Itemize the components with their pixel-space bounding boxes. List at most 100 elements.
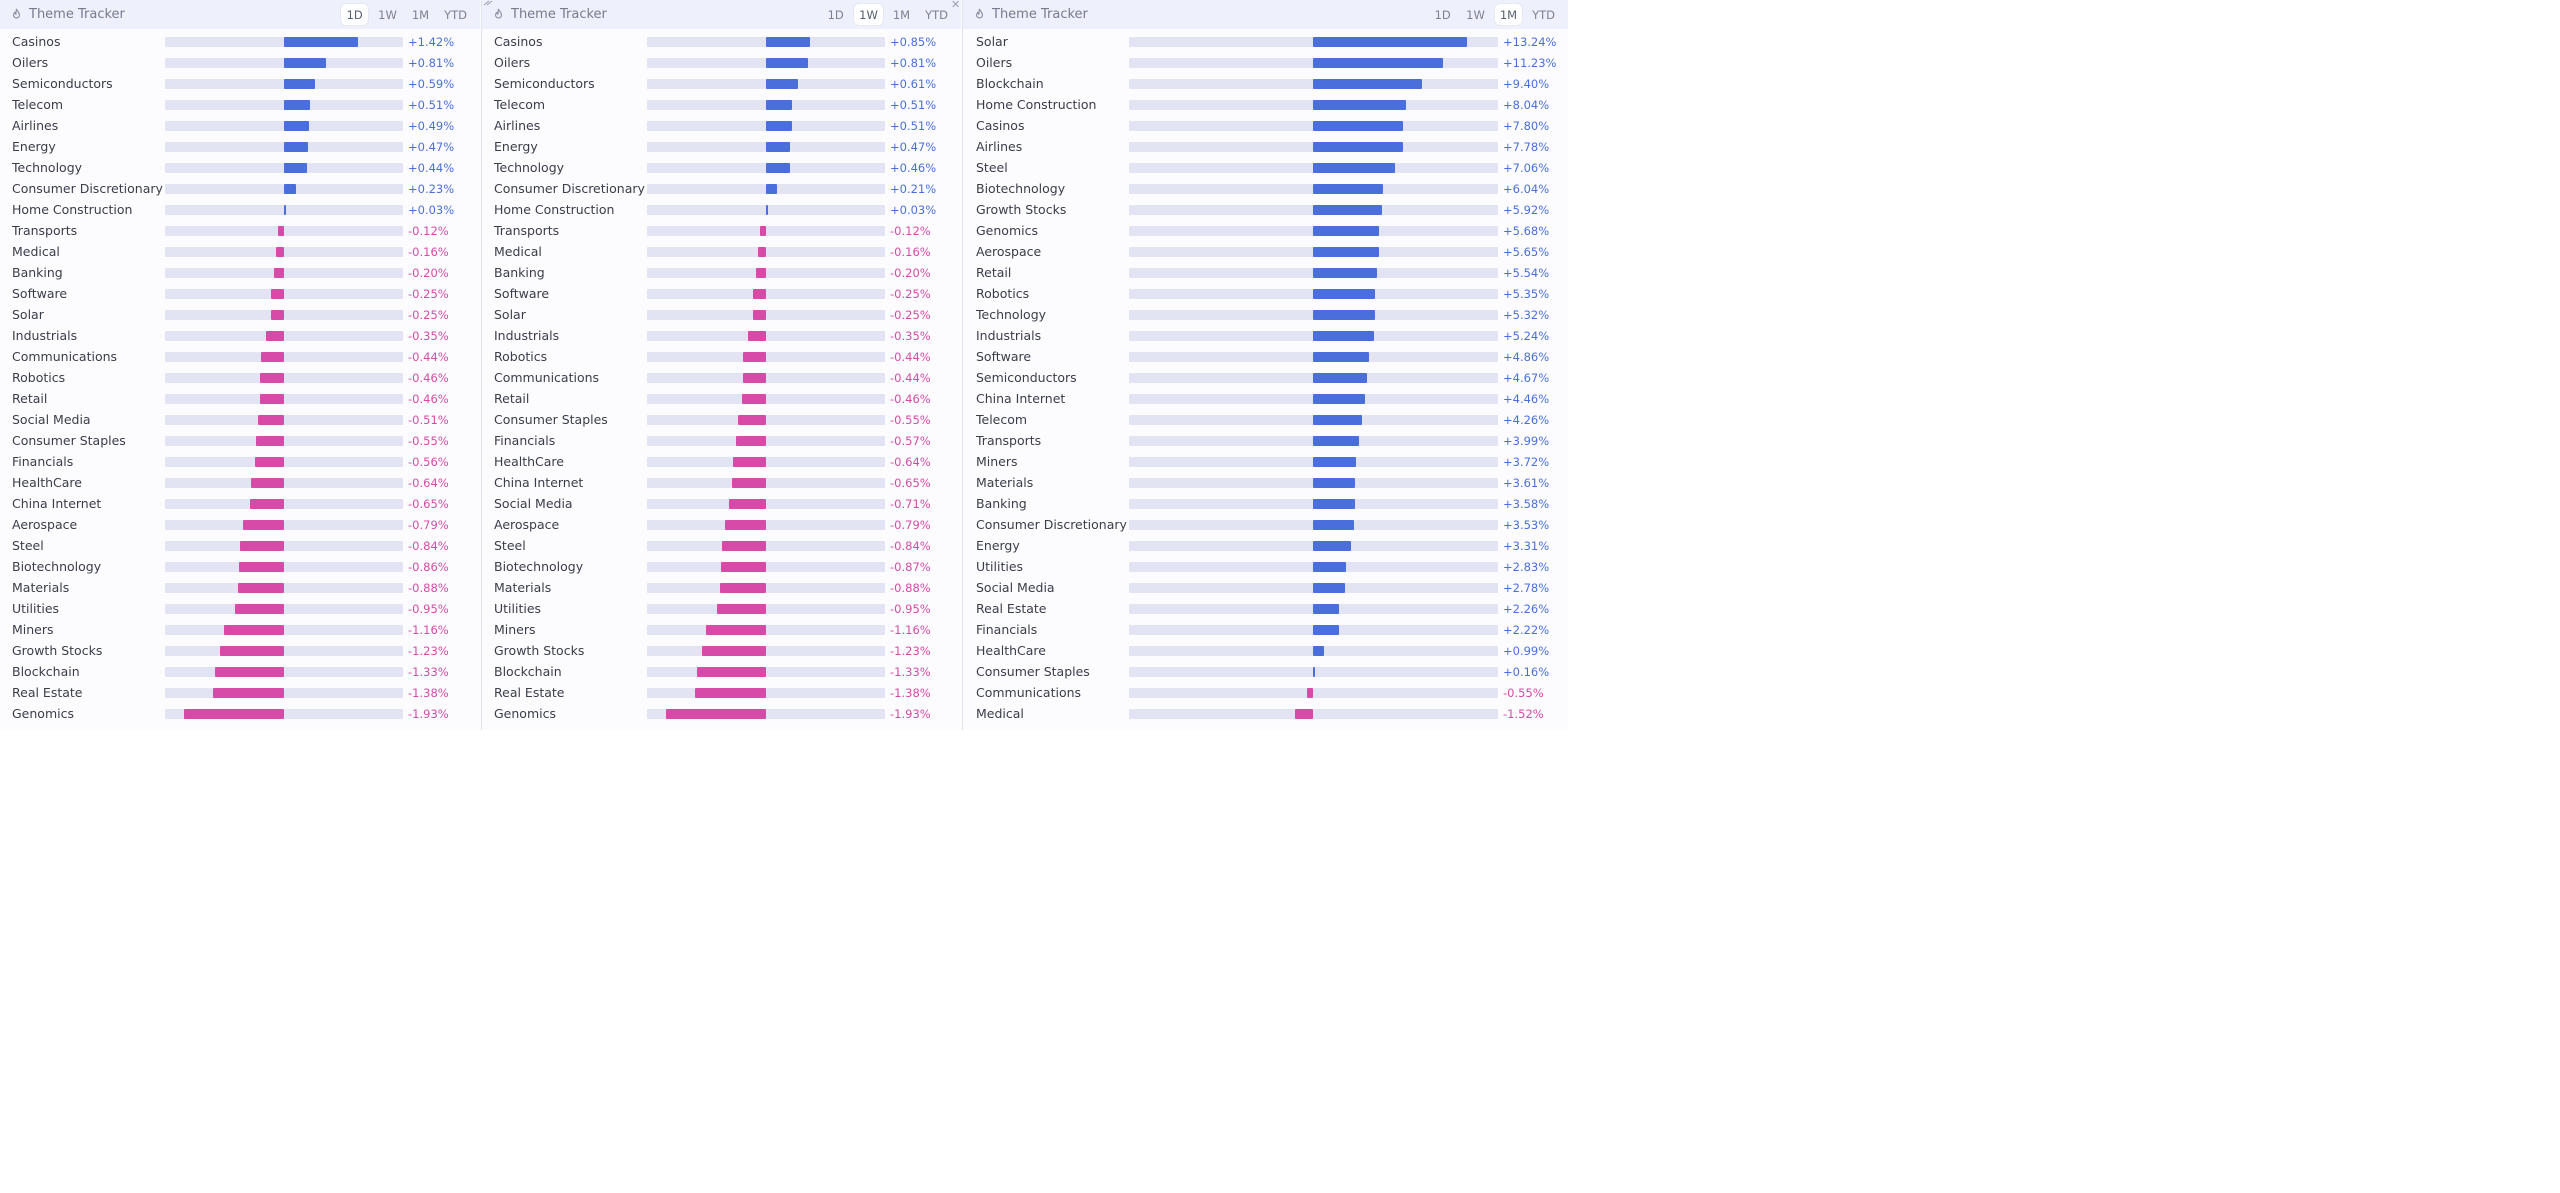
theme-row[interactable]: Aerospace -0.79% <box>0 515 480 536</box>
theme-row[interactable]: Retail -0.46% <box>482 389 961 410</box>
resize-grip-icon[interactable] <box>483 0 495 6</box>
theme-row[interactable]: Robotics -0.46% <box>0 368 480 389</box>
theme-row[interactable]: HealthCare -0.64% <box>0 473 480 494</box>
theme-row[interactable]: HealthCare -0.64% <box>482 452 961 473</box>
theme-row[interactable]: Real Estate -1.38% <box>482 683 961 704</box>
theme-row[interactable]: Technology +0.46% <box>482 158 961 179</box>
theme-row[interactable]: Software +4.86% <box>963 347 1568 368</box>
theme-row[interactable]: Solar -0.25% <box>482 305 961 326</box>
theme-row[interactable]: Solar +13.24% <box>963 32 1568 53</box>
theme-row[interactable]: Software -0.25% <box>482 284 961 305</box>
theme-row[interactable]: Aerospace -0.79% <box>482 515 961 536</box>
theme-row[interactable]: Communications -0.44% <box>0 347 480 368</box>
theme-row[interactable]: Energy +0.47% <box>482 137 961 158</box>
theme-row[interactable]: Miners -1.16% <box>482 620 961 641</box>
theme-row[interactable]: China Internet -0.65% <box>482 473 961 494</box>
theme-row[interactable]: Telecom +0.51% <box>482 95 961 116</box>
theme-row[interactable]: Utilities -0.95% <box>482 599 961 620</box>
theme-row[interactable]: Consumer Discretionary +0.21% <box>482 179 961 200</box>
tab-1d[interactable]: 1D <box>341 4 369 25</box>
theme-row[interactable]: Medical -0.16% <box>482 242 961 263</box>
theme-row[interactable]: HealthCare +0.99% <box>963 641 1568 662</box>
theme-row[interactable]: Blockchain +9.40% <box>963 74 1568 95</box>
tab-ytd[interactable]: YTD <box>444 7 467 22</box>
theme-row[interactable]: Materials +3.61% <box>963 473 1568 494</box>
theme-row[interactable]: Oilers +0.81% <box>482 53 961 74</box>
theme-row[interactable]: Technology +0.44% <box>0 158 480 179</box>
theme-row[interactable]: Growth Stocks -1.23% <box>482 641 961 662</box>
theme-row[interactable]: Blockchain -1.33% <box>482 662 961 683</box>
theme-row[interactable]: Materials -0.88% <box>482 578 961 599</box>
theme-row[interactable]: Genomics -1.93% <box>482 704 961 725</box>
theme-row[interactable]: Retail +5.54% <box>963 263 1568 284</box>
theme-row[interactable]: Industrials -0.35% <box>0 326 480 347</box>
tab-ytd[interactable]: YTD <box>1532 7 1555 22</box>
theme-row[interactable]: Financials -0.57% <box>482 431 961 452</box>
theme-row[interactable]: Biotechnology -0.87% <box>482 557 961 578</box>
theme-row[interactable]: China Internet +4.46% <box>963 389 1568 410</box>
theme-row[interactable]: Growth Stocks +5.92% <box>963 200 1568 221</box>
theme-row[interactable]: Genomics -1.93% <box>0 704 480 725</box>
theme-row[interactable]: Biotechnology +6.04% <box>963 179 1568 200</box>
theme-row[interactable]: Banking +3.58% <box>963 494 1568 515</box>
theme-row[interactable]: Robotics +5.35% <box>963 284 1568 305</box>
theme-row[interactable]: Utilities +2.83% <box>963 557 1568 578</box>
theme-row[interactable]: Home Construction +8.04% <box>963 95 1568 116</box>
tab-1w[interactable]: 1W <box>1466 7 1485 22</box>
tab-1m[interactable]: 1M <box>892 7 911 22</box>
theme-row[interactable]: Communications -0.55% <box>963 683 1568 704</box>
theme-row[interactable]: Home Construction +0.03% <box>482 200 961 221</box>
theme-row[interactable]: Solar -0.25% <box>0 305 480 326</box>
theme-row[interactable]: Real Estate -1.38% <box>0 683 480 704</box>
tab-1d[interactable]: 1D <box>827 7 844 22</box>
theme-row[interactable]: Robotics -0.44% <box>482 347 961 368</box>
theme-row[interactable]: Oilers +0.81% <box>0 53 480 74</box>
theme-row[interactable]: Social Media -0.51% <box>0 410 480 431</box>
tab-1m[interactable]: 1M <box>1494 4 1523 25</box>
theme-row[interactable]: Communications -0.44% <box>482 368 961 389</box>
theme-row[interactable]: Social Media +2.78% <box>963 578 1568 599</box>
theme-row[interactable]: Energy +3.31% <box>963 536 1568 557</box>
tab-1w[interactable]: 1W <box>378 7 397 22</box>
theme-row[interactable]: Miners -1.16% <box>0 620 480 641</box>
theme-row[interactable]: Consumer Staples -0.55% <box>482 410 961 431</box>
theme-row[interactable]: Semiconductors +0.59% <box>0 74 480 95</box>
theme-row[interactable]: Consumer Staples -0.55% <box>0 431 480 452</box>
theme-row[interactable]: Semiconductors +0.61% <box>482 74 961 95</box>
theme-row[interactable]: Consumer Discretionary +0.23% <box>0 179 480 200</box>
theme-row[interactable]: Miners +3.72% <box>963 452 1568 473</box>
tab-ytd[interactable]: YTD <box>925 7 948 22</box>
theme-row[interactable]: Steel -0.84% <box>482 536 961 557</box>
theme-row[interactable]: Casinos +7.80% <box>963 116 1568 137</box>
theme-row[interactable]: Casinos +1.42% <box>0 32 480 53</box>
theme-row[interactable]: Medical -0.16% <box>0 242 480 263</box>
theme-row[interactable]: Financials -0.56% <box>0 452 480 473</box>
theme-row[interactable]: Banking -0.20% <box>482 263 961 284</box>
theme-row[interactable]: Airlines +0.51% <box>482 116 961 137</box>
theme-row[interactable]: Casinos +0.85% <box>482 32 961 53</box>
tab-1w[interactable]: 1W <box>854 4 883 25</box>
theme-row[interactable]: Oilers +11.23% <box>963 53 1568 74</box>
theme-row[interactable]: Airlines +0.49% <box>0 116 480 137</box>
theme-row[interactable]: Industrials +5.24% <box>963 326 1568 347</box>
theme-row[interactable]: Financials +2.22% <box>963 620 1568 641</box>
theme-row[interactable]: Technology +5.32% <box>963 305 1568 326</box>
theme-row[interactable]: Telecom +4.26% <box>963 410 1568 431</box>
theme-row[interactable]: Telecom +0.51% <box>0 95 480 116</box>
theme-row[interactable]: Genomics +5.68% <box>963 221 1568 242</box>
theme-row[interactable]: Real Estate +2.26% <box>963 599 1568 620</box>
close-icon[interactable]: ✕ <box>951 0 961 11</box>
theme-row[interactable]: Growth Stocks -1.23% <box>0 641 480 662</box>
theme-row[interactable]: Airlines +7.78% <box>963 137 1568 158</box>
theme-row[interactable]: Energy +0.47% <box>0 137 480 158</box>
theme-row[interactable]: Home Construction +0.03% <box>0 200 480 221</box>
theme-row[interactable]: Transports -0.12% <box>482 221 961 242</box>
theme-row[interactable]: Medical -1.52% <box>963 704 1568 725</box>
theme-row[interactable]: Biotechnology -0.86% <box>0 557 480 578</box>
theme-row[interactable]: Software -0.25% <box>0 284 480 305</box>
theme-row[interactable]: Utilities -0.95% <box>0 599 480 620</box>
theme-row[interactable]: Consumer Discretionary +3.53% <box>963 515 1568 536</box>
theme-row[interactable]: Banking -0.20% <box>0 263 480 284</box>
theme-row[interactable]: Aerospace +5.65% <box>963 242 1568 263</box>
tab-1m[interactable]: 1M <box>411 7 430 22</box>
